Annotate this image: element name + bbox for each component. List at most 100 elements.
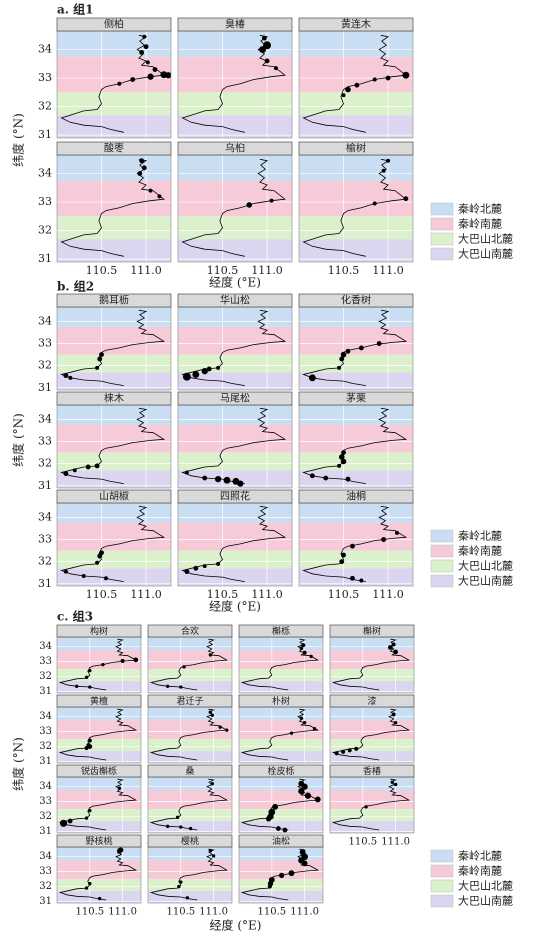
band	[148, 891, 232, 903]
legend-swatch	[430, 544, 454, 558]
panel-title: 栓皮栎	[267, 765, 294, 777]
panel	[299, 405, 413, 488]
y-tick-label: 31	[39, 826, 52, 837]
band	[239, 809, 323, 822]
occurrence-point	[308, 374, 316, 382]
occurrence-point	[309, 654, 313, 659]
occurrence-point	[179, 685, 183, 689]
band	[57, 790, 141, 810]
y-tick-label: 31	[38, 252, 52, 265]
band	[299, 405, 413, 425]
occurrence-point	[309, 473, 315, 479]
panel-title: 化香树	[341, 294, 371, 307]
legend-swatch	[430, 894, 454, 908]
occurrence-point	[210, 713, 214, 717]
panel	[299, 155, 413, 262]
occurrence-point	[88, 668, 92, 673]
legend-swatch	[430, 879, 454, 893]
legend-swatch	[430, 232, 454, 246]
band	[57, 326, 171, 355]
panel-title: 君迁子	[176, 696, 203, 707]
occurrence-point	[185, 896, 190, 900]
band	[239, 739, 323, 752]
band	[239, 891, 323, 903]
legend-label: 大巴山南麓	[458, 574, 513, 588]
panel-title: 野核桃	[85, 835, 112, 847]
occurrence-point	[261, 35, 267, 41]
band	[239, 681, 323, 693]
occurrence-point	[265, 816, 272, 822]
panel	[178, 31, 292, 138]
panel-title: 合欢	[181, 625, 199, 637]
occurrence-point	[87, 738, 92, 743]
panel-title: 油桐	[346, 490, 366, 503]
band	[57, 307, 171, 327]
occurrence-point	[147, 73, 154, 80]
y-tick-label: 33	[39, 726, 52, 737]
panel	[57, 307, 171, 390]
band	[299, 354, 413, 373]
band	[299, 307, 413, 327]
panel-header	[329, 624, 415, 638]
occurrence-point	[381, 537, 387, 542]
occurrence-point	[104, 576, 108, 581]
panel-header	[298, 489, 414, 504]
occurrence-point	[120, 658, 125, 663]
occurrence-point	[354, 746, 359, 751]
legend-label: 秦岭南麓	[458, 544, 502, 558]
band	[57, 650, 141, 670]
band	[299, 522, 413, 551]
legend-label: 秦岭南麓	[458, 864, 502, 878]
band	[239, 790, 323, 810]
occurrence-point	[130, 77, 136, 82]
panel	[57, 777, 141, 833]
panel	[299, 31, 413, 138]
panel-header	[147, 624, 233, 638]
panel-header	[147, 834, 233, 848]
occurrence-point	[269, 198, 274, 203]
y-tick-label: 34	[39, 711, 52, 722]
panel-header	[177, 17, 293, 32]
band	[299, 155, 413, 181]
legend-label: 大巴山南麓	[458, 247, 513, 261]
band	[148, 790, 232, 810]
panel	[148, 847, 232, 903]
panel	[57, 405, 171, 488]
track-line	[58, 848, 138, 901]
band	[239, 847, 323, 861]
band	[330, 637, 414, 651]
band	[178, 326, 292, 355]
panel-title: 臭椿	[225, 18, 245, 31]
band	[57, 424, 171, 453]
band	[299, 180, 413, 217]
band	[178, 56, 292, 93]
band	[57, 503, 171, 523]
y-tick-label: 34	[39, 781, 52, 792]
band	[148, 879, 232, 892]
panel	[57, 847, 141, 903]
occurrence-point	[117, 786, 122, 790]
occurrence-point	[299, 716, 304, 720]
band	[148, 720, 232, 740]
occurrence-point	[97, 896, 102, 901]
band	[57, 354, 171, 373]
band	[57, 216, 171, 240]
band	[57, 56, 171, 93]
panel-title: 马尾松	[220, 392, 250, 405]
panel-title: 香椿	[363, 765, 381, 777]
occurrence-point	[133, 657, 139, 663]
panel-header	[238, 624, 324, 638]
occurrence-point	[341, 450, 346, 456]
band	[330, 821, 414, 833]
panel	[239, 637, 323, 693]
legend-swatch	[430, 574, 454, 588]
legend-swatch	[430, 529, 454, 543]
track-line	[149, 708, 229, 761]
occurrence-point	[381, 168, 386, 173]
occurrence-point	[218, 725, 222, 729]
occurrence-point	[358, 345, 364, 351]
x-axis-label: 经度 (°E)	[209, 275, 261, 290]
occurrence-point	[152, 67, 158, 72]
occurrence-point	[341, 749, 346, 754]
occurrence-point	[340, 458, 347, 465]
